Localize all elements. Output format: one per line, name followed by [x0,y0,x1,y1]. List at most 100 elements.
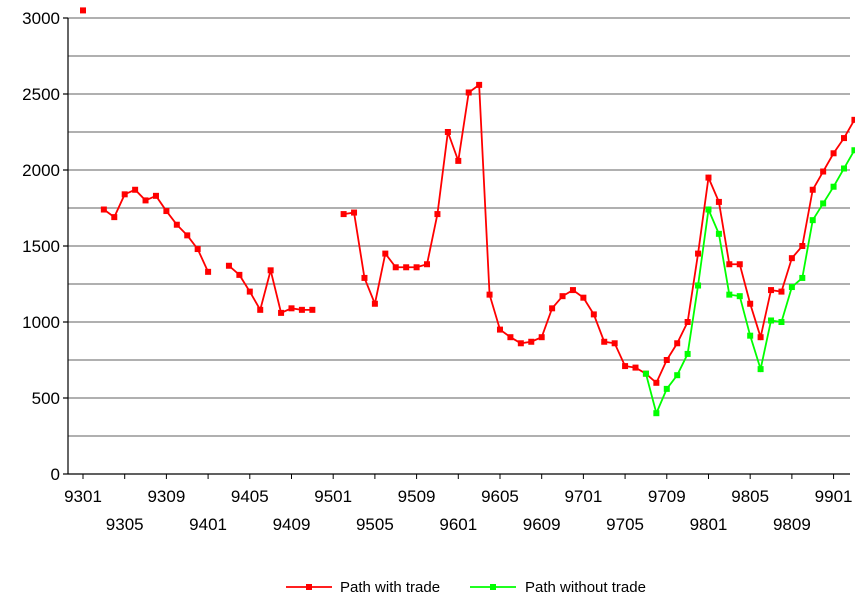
data-point-58 [684,350,691,357]
data-point-20 [288,305,295,312]
data-point-69 [799,274,806,281]
data-point-74 [851,147,855,154]
data-point-40 [496,326,503,333]
x-tick-label-9609: 9609 [523,515,561,534]
data-point-26 [351,209,358,216]
data-point-3 [111,214,118,221]
data-point-56 [663,357,670,363]
data-point-71 [820,200,827,207]
x-tick-label-9305: 9305 [106,515,144,534]
data-point-60 [705,174,712,181]
data-point-62 [726,261,733,268]
data-point-18 [267,267,274,274]
data-point-67 [778,288,785,295]
data-point-12 [205,268,212,275]
data-point-59 [695,282,702,289]
data-point-7 [152,192,159,199]
data-point-59 [695,250,702,257]
data-point-29 [382,250,389,257]
y-tick-label-2000: 2000 [22,161,60,180]
data-point-6 [142,197,149,204]
x-tick-label-9901: 9901 [815,487,853,506]
y-tick-label-2500: 2500 [22,85,60,104]
data-point-66 [768,317,775,324]
x-tick-label-9505: 9505 [356,515,394,534]
data-point-43 [528,338,535,345]
x-tick-label-9705: 9705 [606,515,644,534]
x-tick-labels: 9301 9309 9405 9501 9509 9605 9701 9709 9805 9901… [64,487,852,534]
x-tick-label-9709: 9709 [648,487,686,506]
x-tick-label-9509: 9509 [398,487,436,506]
data-point-65 [757,366,764,373]
data-point-51 [611,340,618,347]
data-point-66 [768,287,775,294]
gridlines [68,17,850,437]
data-point-69 [799,243,806,249]
axes [63,17,850,479]
data-point-10 [184,232,191,239]
x-tick-label-9605: 9605 [481,487,519,506]
data-point-33 [424,261,431,268]
data-point-64 [747,332,754,339]
series-line-segment [343,83,855,385]
data-point-47 [569,287,576,294]
x-tick-label-9309: 9309 [147,487,185,506]
data-point-25 [340,211,347,218]
legend-entry-with-trade: Path with trade [286,579,440,596]
data-point-62 [726,291,733,298]
data-point-39 [486,291,493,298]
legend-label-without-trade: Path without trade [525,579,646,596]
legend-entry-without-trade: Path without trade [470,579,646,596]
legend: Path with trade Path without trade [286,579,646,596]
x-tick-label-9601: 9601 [439,515,477,534]
data-point-63 [736,261,743,268]
y-tick-label-3000: 3000 [22,9,60,28]
data-point-19 [278,309,285,316]
legend-marker-with-trade [306,584,312,590]
data-point-70 [809,186,816,193]
data-point-52 [622,363,629,370]
data-point-35 [444,129,451,135]
x-tick-label-9805: 9805 [731,487,769,506]
data-point-49 [590,311,597,318]
series-without-trade [642,147,855,417]
data-point-67 [778,319,785,325]
series-with-trade [80,7,855,386]
data-point-58 [684,319,691,325]
data-point-5 [132,186,139,193]
data-point-73 [841,135,847,142]
x-tick-label-9501: 9501 [314,487,352,506]
data-point-0 [80,7,86,14]
data-point-34 [434,211,441,218]
y-tick-label-1500: 1500 [22,237,60,256]
data-point-72 [830,183,837,190]
data-point-32 [413,264,420,271]
data-point-9 [173,221,180,228]
data-point-64 [747,300,754,307]
series-line-segment [103,188,209,273]
data-point-30 [392,264,399,271]
x-tick-label-9701: 9701 [564,487,602,506]
data-point-61 [715,230,722,237]
data-point-50 [601,338,608,345]
data-point-60 [705,206,712,213]
y-tick-label-0: 0 [51,465,60,484]
series [80,7,855,417]
y-tick-label-1000: 1000 [22,313,60,332]
data-point-38 [476,81,483,88]
x-tick-label-9801: 9801 [690,515,728,534]
data-point-45 [549,305,556,312]
data-point-56 [663,385,670,392]
data-point-14 [225,262,232,269]
data-point-65 [757,334,764,341]
data-point-31 [403,264,410,271]
data-point-16 [246,288,253,295]
data-point-37 [465,89,472,96]
data-point-61 [715,198,722,205]
legend-label-with-trade: Path with trade [340,579,440,596]
data-point-48 [580,294,587,301]
y-tick-label-500: 500 [32,389,60,408]
data-point-15 [236,271,243,278]
x-tick-label-9409: 9409 [273,515,311,534]
x-tick-label-9401: 9401 [189,515,227,534]
